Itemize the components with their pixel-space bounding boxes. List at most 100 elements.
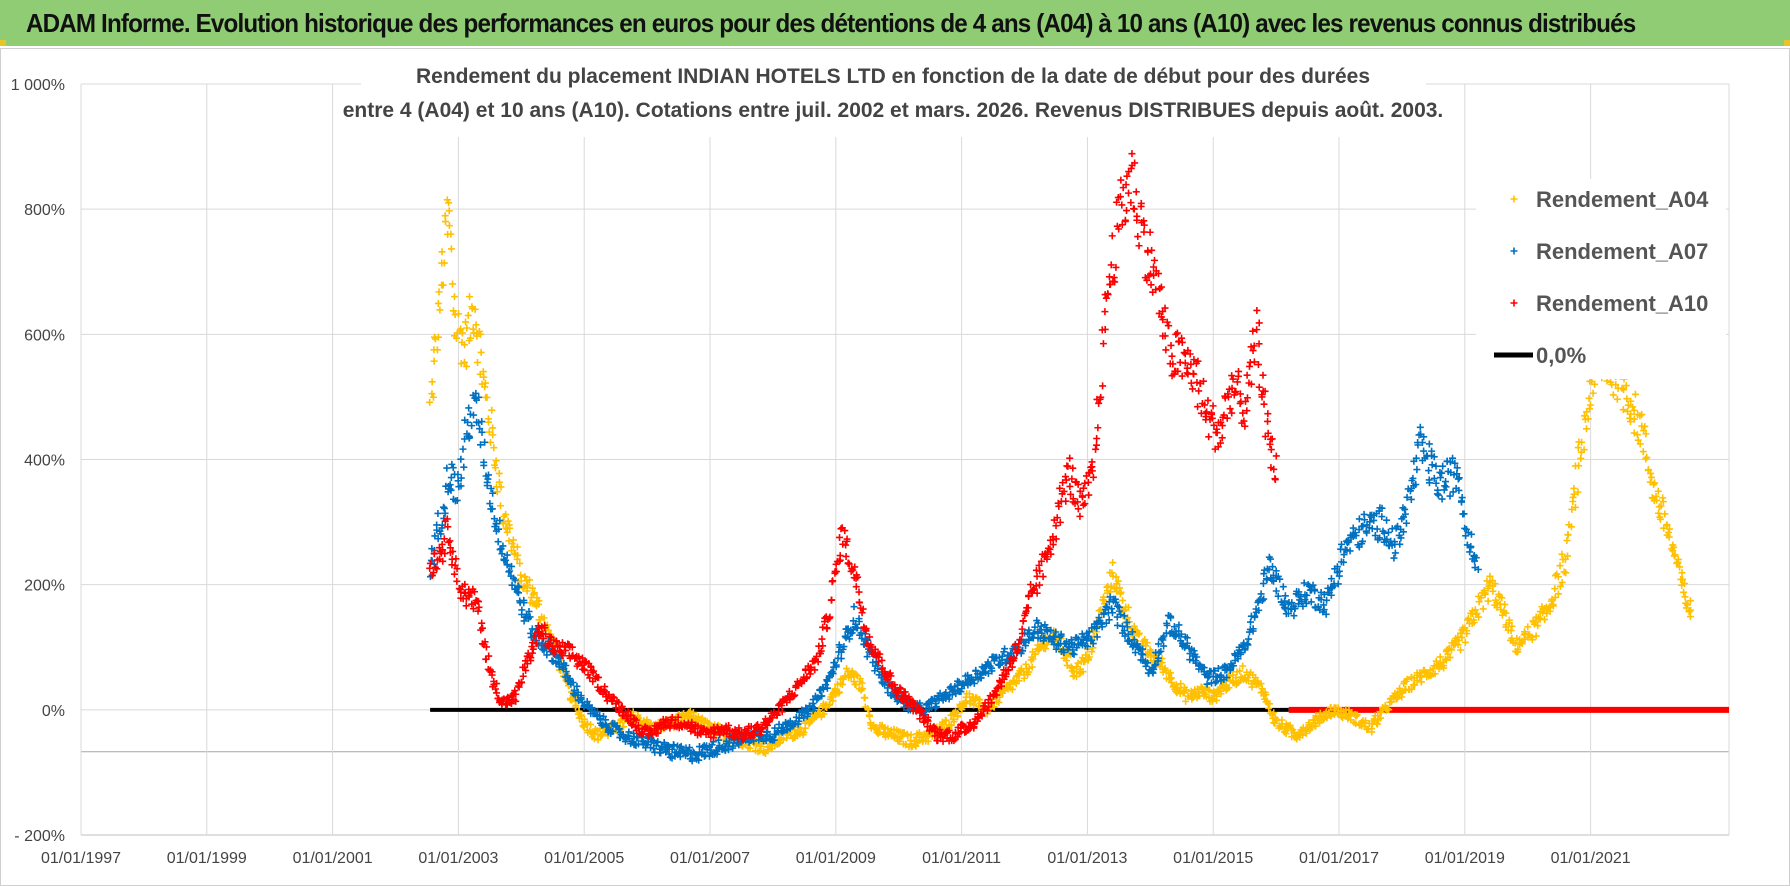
y-tick-label: 200% [24, 578, 65, 595]
data-point [502, 556, 510, 564]
data-point [503, 560, 511, 568]
data-point [1225, 684, 1233, 692]
data-point [801, 724, 809, 732]
data-point [1439, 462, 1447, 470]
data-point [1457, 646, 1465, 654]
data-point [800, 714, 808, 722]
data-point [575, 707, 583, 715]
data-point [1563, 537, 1571, 545]
data-point [485, 418, 493, 426]
data-point [1109, 609, 1116, 617]
data-point [466, 433, 474, 441]
x-tick-label: 01/01/2007 [670, 850, 750, 867]
data-point [1458, 634, 1466, 642]
data-point [946, 684, 954, 692]
data-point [1571, 503, 1579, 511]
y-tick-label: 0% [42, 703, 65, 720]
data-point [1085, 628, 1093, 636]
data-point [588, 704, 596, 712]
data-point [435, 288, 443, 296]
data-point [900, 703, 908, 711]
data-point [820, 710, 828, 718]
data-point [454, 470, 462, 478]
legend-label: 0,0% [1536, 343, 1586, 368]
data-point [1018, 647, 1026, 655]
data-point [1442, 656, 1450, 664]
y-tick-label: - 200% [14, 828, 65, 845]
data-point [1282, 727, 1290, 735]
data-point [1413, 466, 1421, 474]
data-point [1093, 633, 1101, 641]
data-point [1312, 722, 1320, 730]
data-point [1438, 495, 1446, 503]
data-point [818, 692, 826, 700]
data-point [829, 670, 837, 678]
data-point [1228, 409, 1236, 417]
data-point [513, 543, 521, 551]
data-point [1226, 405, 1234, 413]
x-tick-label: 01/01/2001 [293, 850, 373, 867]
data-point [509, 536, 517, 544]
data-point [1376, 708, 1384, 716]
data-point [949, 715, 957, 723]
data-point [1182, 697, 1190, 705]
data-point [1034, 619, 1042, 627]
data-point [540, 614, 548, 622]
data-point [823, 624, 831, 632]
data-point [1390, 554, 1398, 562]
data-point [1464, 614, 1472, 622]
data-point [1562, 569, 1570, 577]
data-point [761, 749, 769, 757]
data-point [1613, 395, 1621, 403]
data-point [1133, 212, 1141, 220]
data-point [701, 751, 709, 759]
data-point [836, 533, 844, 541]
data-point [961, 698, 969, 706]
data-point [1074, 505, 1082, 513]
data-point [455, 310, 463, 318]
data-point [437, 530, 445, 538]
data-point [1457, 497, 1465, 505]
data-point [521, 573, 529, 581]
data-point [457, 455, 465, 463]
data-point [1066, 482, 1074, 490]
data-point [865, 711, 873, 719]
data-point [1558, 578, 1566, 586]
data-point [1489, 587, 1497, 595]
data-point [520, 596, 528, 604]
data-point [1624, 401, 1632, 409]
data-point [1642, 430, 1650, 438]
data-point [1302, 729, 1310, 737]
data-point [1626, 418, 1634, 426]
data-point [1038, 629, 1046, 637]
data-point [825, 700, 833, 708]
data-point [484, 471, 492, 479]
data-point [995, 698, 1003, 706]
data-point [1441, 482, 1449, 490]
data-point [852, 680, 860, 688]
data-point [445, 207, 453, 215]
data-point [1577, 454, 1585, 462]
data-point [1545, 604, 1553, 612]
data-point [543, 651, 551, 659]
data-point [445, 199, 453, 207]
data-point [1634, 436, 1642, 444]
data-point [1206, 686, 1214, 694]
data-point [602, 722, 610, 730]
data-point [1164, 322, 1172, 330]
data-point [953, 709, 961, 717]
data-point [1477, 594, 1485, 602]
data-point [855, 598, 863, 606]
data-point [457, 482, 465, 490]
data-point [489, 431, 497, 439]
data-point [1502, 609, 1510, 617]
data-point [1166, 675, 1174, 683]
data-point [583, 698, 591, 706]
data-point [1659, 498, 1667, 506]
data-point [1130, 622, 1138, 630]
data-point [490, 444, 498, 452]
data-point [447, 486, 455, 494]
data-point [528, 584, 536, 592]
data-point [1647, 469, 1655, 477]
data-point [1524, 623, 1532, 631]
